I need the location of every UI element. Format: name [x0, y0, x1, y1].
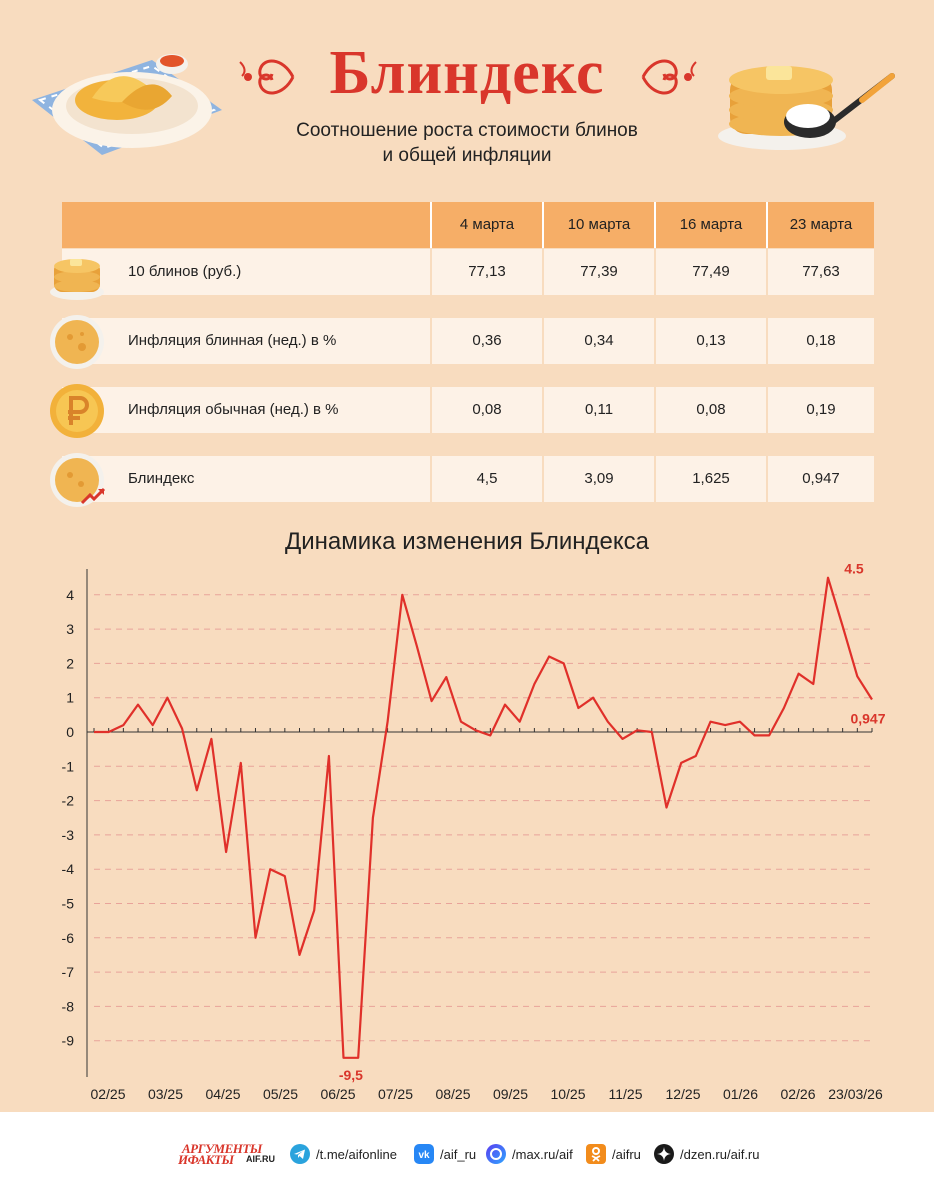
social-link-text: /max.ru/aif [512, 1146, 573, 1162]
page-subtitle: Соотношение роста стоимости блинов и общ… [250, 118, 684, 168]
y-tick-label: -8 [62, 998, 75, 1014]
table-row: 10 блинов (руб.) 77,13 77,39 77,49 77,63 [50, 249, 874, 300]
logo-line-1: АРГУМЕНТЫ [182, 1141, 262, 1156]
chart-title: Динамика изменения Блиндекса [284, 528, 649, 555]
subtitle-line-2: и общей инфляции [382, 145, 552, 166]
table-cell: 77,13 [430, 249, 542, 295]
pancake-stack-icon [50, 259, 104, 300]
x-tick-label: 08/25 [435, 1086, 470, 1102]
social-link-text: /aifru [612, 1146, 641, 1162]
y-tick-label: -2 [62, 793, 75, 809]
table-cell: 1,625 [654, 456, 766, 502]
aif-logo[interactable]: АРГУМЕНТЫ ИФАКТЫ AIF.RU [178, 1141, 278, 1167]
subtitle-line-1: Соотношение роста стоимости блинов [296, 120, 638, 141]
x-tick-label: 06/25 [320, 1086, 355, 1102]
y-tick-label: -3 [62, 827, 75, 843]
x-tick-label: 02/25 [90, 1086, 125, 1102]
telegram-icon [290, 1144, 310, 1164]
dzen-icon [654, 1144, 674, 1164]
row-label: Блиндекс [128, 470, 195, 487]
column-header: 23 марта [766, 202, 874, 248]
table-header: 4 марта 10 марта 16 марта 23 марта [62, 202, 874, 248]
social-link-max[interactable]: /max.ru/aif [486, 1143, 573, 1165]
table-cell: 0,18 [766, 318, 874, 364]
social-link-ok[interactable]: /aifru [586, 1143, 641, 1165]
table-row: Блиндекс 4,5 3,09 1,625 0,947 [50, 453, 874, 507]
row-label: Инфляция обычная (нед.) в % [128, 401, 339, 418]
pancake-icon [50, 315, 104, 369]
x-tick-label: 04/25 [205, 1086, 240, 1102]
row-label: Инфляция блинная (нед.) в % [128, 332, 337, 349]
table-cell: 0,36 [430, 318, 542, 364]
column-header: 16 марта [654, 202, 766, 248]
table-cell: 0,08 [654, 387, 766, 433]
x-tick-label: 09/25 [493, 1086, 528, 1102]
y-tick-label: 3 [66, 621, 74, 637]
vk-icon: vk [414, 1144, 434, 1164]
data-label: 0,947 [850, 711, 885, 727]
left-ornament-icon [239, 59, 295, 95]
right-ornament-icon [641, 59, 697, 95]
max-icon [486, 1144, 506, 1164]
y-tick-label: 0 [66, 724, 74, 740]
table-row: Инфляция обычная (нед.) в % 0,08 0,11 0,… [50, 384, 874, 438]
x-tick-label: 05/25 [263, 1086, 298, 1102]
data-label: 4.5 [844, 561, 864, 577]
x-tick-label: 03/25 [148, 1086, 183, 1102]
y-tick-label: 2 [66, 655, 74, 671]
column-header: 4 марта [430, 202, 542, 248]
y-tick-label: -4 [62, 861, 75, 877]
table-cell: 3,09 [542, 456, 654, 502]
social-link-vk[interactable]: vk /aif_ru [414, 1143, 476, 1165]
table-cell: 77,63 [766, 249, 874, 295]
social-link-telegram[interactable]: /t.me/aifonline [290, 1143, 397, 1165]
table-cell: 0,34 [542, 318, 654, 364]
table-cell: 77,49 [654, 249, 766, 295]
y-tick-label: -6 [62, 930, 75, 946]
y-tick-label: -9 [62, 1033, 75, 1049]
x-tick-label: 02/26 [780, 1086, 815, 1102]
social-link-text: /t.me/aifonline [316, 1146, 397, 1162]
ruble-coin-icon [50, 384, 104, 438]
table-cell: 0,11 [542, 387, 654, 433]
table-row: Инфляция блинная (нед.) в % 0,36 0,34 0,… [50, 315, 874, 369]
table-cell: 0,13 [654, 318, 766, 364]
pancake-stack-illustration [718, 66, 895, 150]
social-link-dzen[interactable]: /dzen.ru/aif.ru [654, 1143, 760, 1165]
column-header: 10 марта [542, 202, 654, 248]
y-tick-label: -7 [62, 964, 75, 980]
table-cell: 0,08 [430, 387, 542, 433]
blindex-line-chart: 4 3 2 1 0 -1 -2 -3 -4 -5 -6 -7 -8 -9 02/25 03/25 04/25 05… [62, 561, 886, 1102]
x-tick-label: 07/25 [378, 1086, 413, 1102]
table-cell: 4,5 [430, 456, 542, 502]
data-label: -9,5 [339, 1067, 363, 1083]
footer [0, 1112, 934, 1200]
x-tick-label: 10/25 [550, 1086, 585, 1102]
y-tick-label: 4 [66, 587, 74, 603]
social-link-text: /dzen.ru/aif.ru [680, 1146, 760, 1162]
x-tick-label: 11/25 [609, 1086, 643, 1102]
svg-text:vk: vk [418, 1150, 430, 1161]
pancake-growth-icon [50, 453, 106, 507]
table-cell: 0,947 [766, 456, 874, 502]
table-cell: 0,19 [766, 387, 874, 433]
header: Блиндекс Соотношение роста стоимости бли… [0, 0, 934, 190]
page-title: Блиндекс [329, 39, 605, 107]
logo-domain: AIF.RU [246, 1154, 275, 1164]
x-tick-label: 23/03/26 [828, 1086, 883, 1102]
ok-icon [586, 1144, 606, 1164]
logo-line-2: ИФАКТЫ [178, 1152, 234, 1167]
x-tick-label: 12/25 [665, 1086, 700, 1102]
row-label: 10 блинов (руб.) [128, 263, 242, 280]
y-tick-label: -5 [62, 896, 75, 912]
y-tick-label: 1 [66, 690, 74, 706]
y-tick-label: -1 [62, 758, 75, 774]
x-tick-label: 01/26 [723, 1086, 758, 1102]
table-cell: 77,39 [542, 249, 654, 295]
series-line [94, 576, 873, 1059]
social-link-text: /aif_ru [440, 1146, 477, 1162]
crepes-plate-illustration [32, 54, 222, 155]
